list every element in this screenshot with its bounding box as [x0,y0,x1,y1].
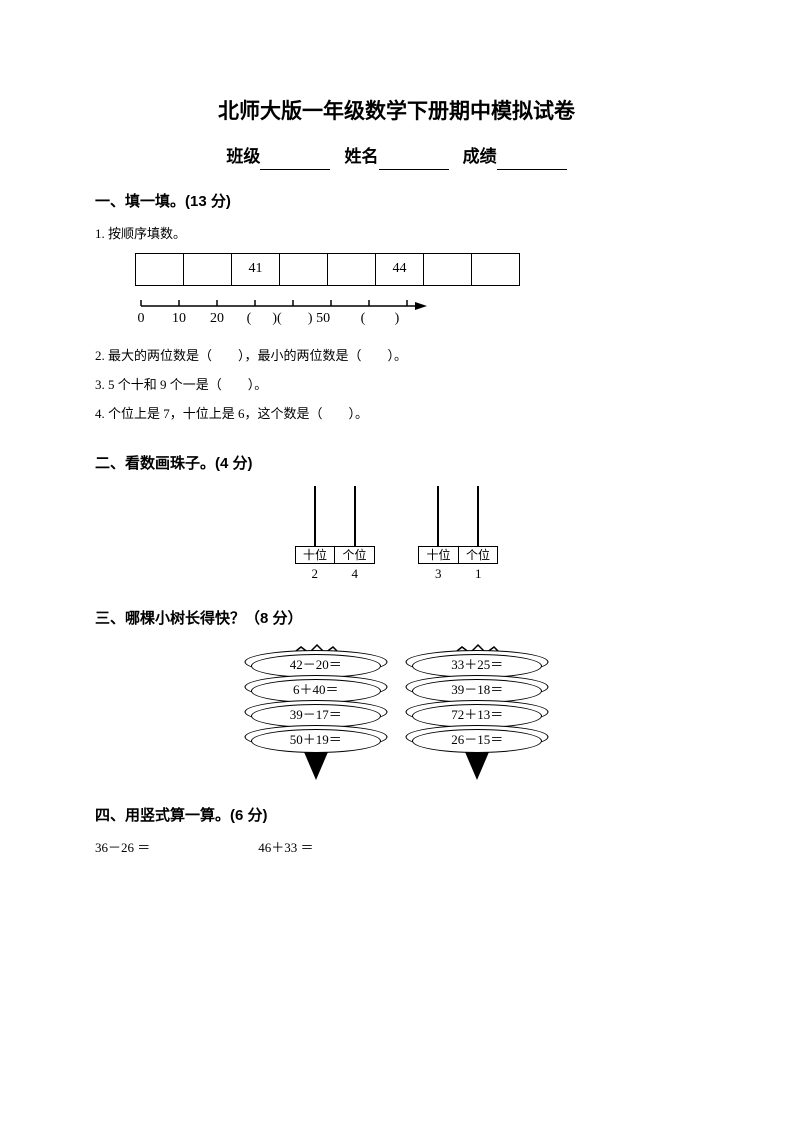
svg-text:10: 10 [172,311,186,326]
class-blank[interactable] [260,151,330,170]
ones-label: 个位 [335,547,374,563]
abacus-rod[interactable] [437,486,439,546]
abacus-1-ones: 4 [335,564,375,585]
abacus-rod[interactable] [354,486,356,546]
q1-label: 1. 按顺序填数。 [95,224,698,245]
tree-2: 33＋25＝ 39－18＝ 72＋13＝ 26－15＝ [412,641,542,780]
tens-label: 十位 [419,547,459,563]
abacus-2: 十位 个位 3 1 [418,486,498,585]
section-1-heading: 一、填一填。(13 分) [95,190,698,214]
seq-cell[interactable] [472,253,520,285]
abacus-area: 十位 个位 2 4 十位 个位 3 1 [95,486,698,586]
svg-text:20: 20 [210,311,224,326]
name-blank[interactable] [379,151,449,170]
ones-label: 个位 [459,547,498,563]
calc-expr-1[interactable]: 36－26 ＝ [95,838,255,859]
q4: 4. 个位上是 7，十位上是 6，这个数是（ ）。 [95,404,698,425]
q2: 2. 最大的两位数是（ ），最小的两位数是（ ）。 [95,346,698,367]
tree-2-expr-4[interactable]: 26－15＝ [412,729,542,753]
tree-trunk-icon [304,752,328,780]
tens-label: 十位 [296,547,336,563]
tree-trunk-icon [465,752,489,780]
score-label: 成绩 [463,147,497,166]
svg-text:0: 0 [138,311,145,326]
svg-text:) 50: ) 50 [308,311,330,326]
abacus-2-ones: 1 [458,564,498,585]
tree-area: 42－20＝ 6＋40＝ 39－17＝ 50＋19＝ 33＋25＝ 39－18＝… [95,641,698,780]
section-3-heading: 三、哪棵小树长得快？（8 分） [95,607,698,631]
calc-expr-2[interactable]: 46＋33 ＝ [258,838,418,859]
seq-cell[interactable] [328,253,376,285]
abacus-rod[interactable] [314,486,316,546]
svg-text:): ) [395,311,400,326]
seq-cell[interactable] [280,253,328,285]
abacus-1: 十位 个位 2 4 [295,486,375,585]
class-label: 班级 [226,147,260,166]
abacus-1-tens: 2 [295,564,335,585]
info-line: 班级 姓名 成绩 [95,143,698,170]
section-2-heading: 二、看数画珠子。(4 分) [95,452,698,476]
name-label: 姓名 [345,147,379,166]
q3: 3. 5 个十和 9 个一是（ ）。 [95,375,698,396]
abacus-2-tens: 3 [418,564,458,585]
number-line: 0 10 20 ( )( ) 50 ( ) [135,292,698,336]
seq-cell[interactable] [136,253,184,285]
seq-cell[interactable] [424,253,472,285]
seq-cell: 44 [376,253,424,285]
abacus-base: 十位 个位 [418,546,498,564]
svg-text:(: ( [247,311,252,326]
section-4-heading: 四、用竖式算一算。(6 分) [95,804,698,828]
svg-text:(: ( [361,311,366,326]
sequence-table: 41 44 [135,253,520,286]
tree-1: 42－20＝ 6＋40＝ 39－17＝ 50＋19＝ [251,641,381,780]
abacus-base: 十位 个位 [295,546,375,564]
seq-cell: 41 [232,253,280,285]
svg-text:)(: )( [272,311,282,326]
number-line-svg: 0 10 20 ( )( ) 50 ( ) [135,292,435,328]
tree-1-expr-4[interactable]: 50＋19＝ [251,729,381,753]
score-blank[interactable] [497,151,567,170]
seq-cell[interactable] [184,253,232,285]
abacus-rod[interactable] [477,486,479,546]
vertical-calc-row: 36－26 ＝ 46＋33 ＝ [95,838,698,859]
page-title: 北师大版一年级数学下册期中模拟试卷 [95,95,698,129]
